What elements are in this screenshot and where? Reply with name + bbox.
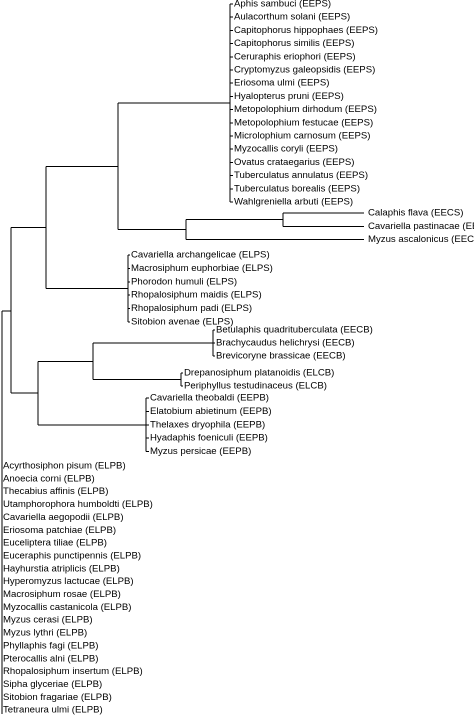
taxon-label: Anoecia corni (ELPB) [3, 473, 95, 484]
taxon-label: Hyperomyzus lactucae (ELPB) [3, 576, 134, 587]
taxon-label: Phyllaphis fagi (ELPB) [3, 640, 98, 651]
taxon-label: Cavariella theobaldi (EEPB) [150, 393, 269, 404]
taxon-label: Ceruraphis eriophori (EEPS) [234, 51, 356, 62]
taxon-label: Microlophium carnosum (EEPS) [234, 131, 371, 142]
taxon-label: Sitobion fragariae (ELPB) [3, 692, 112, 703]
taxon-label: Acyrthosiphon pisum (ELPB) [3, 461, 126, 472]
taxon-label: Myzus lythri (ELPB) [3, 628, 87, 639]
taxon-label: Hayhurstia atriplicis (ELPB) [3, 563, 120, 574]
taxon-label: Betulaphis quadrituberculata (EECB) [216, 325, 373, 336]
taxon-label: Rhopalosiphum maidis (ELPS) [131, 290, 262, 301]
taxon-label: Cavariella archangelicae (ELPS) [131, 250, 270, 261]
taxon-label: Myzus ascalonicus (EECS) [368, 234, 474, 245]
taxon-label: Drepanosiphum platanoidis (ELCB) [184, 368, 334, 379]
taxon-label: Cryptomyzus galeopsidis (EEPS) [234, 65, 375, 76]
taxon-label: Sipha glyceriae (ELPB) [3, 679, 102, 690]
taxon-label: Tetraneura ulmi (ELPB) [3, 705, 103, 716]
taxon-label: Hyalopterus pruni (EEPS) [234, 91, 344, 102]
taxon-labels: Aphis sambuci (EEPS) Aulacorthum solani (… [3, 0, 474, 716]
taxon-label: Periphyllus testudinaceus (ELCB) [184, 381, 327, 392]
taxon-label: Rhopalosiphum insertum (ELPB) [3, 666, 143, 677]
taxon-label: Sitobion avenae (ELPS) [131, 317, 233, 328]
taxon-label: Wahlgreniella arbuti (EEPS) [234, 197, 353, 208]
taxon-label: Hyadaphis foeniculi (EEPB) [150, 433, 268, 444]
tree-branches [1, 3, 364, 715]
taxon-label: Elatobium abietinum (EEPB) [150, 406, 272, 417]
taxon-label: Brachycaudus helichrysi (EECB) [216, 338, 355, 349]
taxon-label: Rhopalosiphum padi (ELPS) [131, 303, 252, 314]
taxon-label: Phorodon humuli (ELPS) [131, 276, 237, 287]
taxon-label: Ovatus crataegarius (EEPS) [234, 157, 355, 168]
taxon-label: Metopolophium dirhodum (EEPS) [234, 104, 377, 115]
taxon-label: Euceraphis punctipennis (ELPB) [3, 550, 141, 561]
taxon-label: Thecabius affinis (ELPB) [3, 486, 108, 497]
taxon-label: Euceliptera tiliae (ELPB) [3, 538, 107, 549]
taxon-label: Tuberculatus borealis (EEPS) [234, 183, 360, 194]
taxon-label: Aulacorthum solani (EEPS) [234, 12, 350, 23]
taxon-label: Capitophorus similis (EEPS) [234, 38, 355, 49]
taxon-label: Eriosoma ulmi (EEPS) [234, 78, 329, 89]
taxon-label: Aphis sambuci (EEPS) [234, 0, 331, 10]
taxon-label: Brevicoryne brassicae (EECB) [216, 351, 346, 362]
taxon-label: Metopolophium festucae (EEPS) [234, 117, 373, 128]
taxon-label: Capitophorus hippophaes (EEPS) [234, 25, 378, 36]
taxon-label: Eriosoma patchiae (ELPB) [3, 525, 116, 536]
taxon-label: Tuberculatus annulatus (EEPS) [234, 170, 368, 181]
taxon-label: Cavariella pastinacae (EECS) [368, 221, 474, 232]
taxon-label: Macrosiphum rosae (ELPB) [3, 589, 121, 600]
taxon-label: Pterocallis alni (ELPB) [3, 653, 98, 664]
taxon-label: Myzocallis coryli (EEPS) [234, 144, 338, 155]
taxon-label: Cavariella aegopodii (ELPB) [3, 512, 124, 523]
taxon-label: Myzocallis castanicola (ELPB) [3, 602, 132, 613]
taxon-label: Myzus cerasi (ELPB) [3, 615, 93, 626]
taxon-label: Myzus persicae (EEPB) [150, 446, 251, 457]
taxon-label: Utamphorophora humboldti (ELPB) [3, 499, 153, 510]
taxon-label: Thelaxes dryophila (EEPB) [150, 419, 265, 430]
taxon-label: Calaphis flava (EECS) [368, 208, 463, 219]
taxon-label: Macrosiphum euphorbiae (ELPS) [131, 263, 273, 274]
